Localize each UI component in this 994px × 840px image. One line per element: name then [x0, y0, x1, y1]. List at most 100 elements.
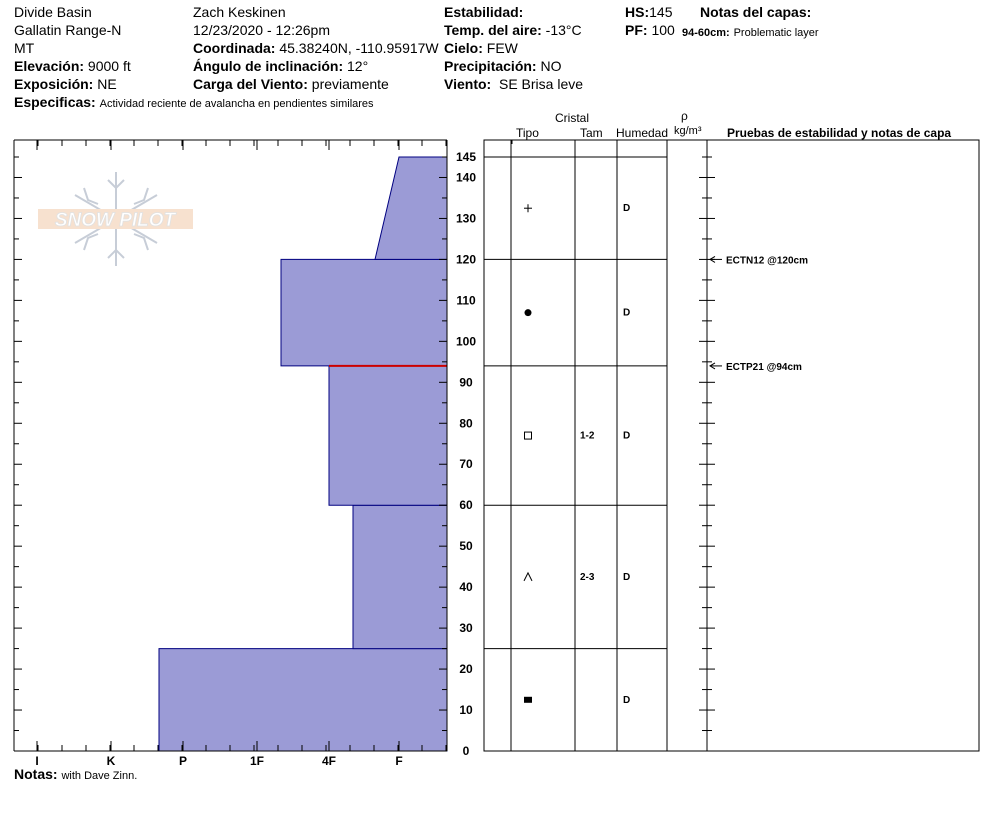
stability-test-0: ECTN12 @120cm [726, 255, 808, 266]
depth-tick-label-130: 130 [456, 211, 476, 225]
depth-tick-label-100: 100 [456, 334, 476, 348]
wind-value: SE Brisa leve [498, 76, 584, 92]
aspect-label: Exposición: [14, 76, 94, 92]
col-humedad: Humedad [616, 126, 669, 140]
col-density-unit: kg/m³ [674, 125, 702, 137]
coordinates: Coordinada: 45.38240N, -110.95917W [193, 40, 439, 56]
wind-label: Viento: [444, 76, 492, 92]
stability-tests: ECTN12 @120cm ECTP21 @94cm [709, 255, 808, 373]
layer-note-range: 94-60cm: [682, 27, 730, 39]
specifics: Especificas: Actividad reciente de avala… [14, 94, 374, 112]
layer-notes-label: Notas del capas: [700, 4, 812, 20]
snowpilot-logo: SNOW PILOT [38, 172, 193, 266]
specifics-value: Actividad reciente de avalancha en pendi… [99, 98, 374, 110]
hardness-layer-0 [158, 648, 448, 752]
sky-label: Cielo: [444, 40, 483, 56]
hardness-plot [158, 156, 448, 752]
hs: HS:145 [625, 4, 672, 20]
air-temp-value: -13°C [545, 22, 582, 38]
depth-tick-label-40: 40 [459, 580, 473, 594]
axes: I K P 1F 4F F 0 10 20 30 40 50 60 70 80 90 100 110 120 130 1… [13, 139, 715, 768]
slope-label: Ángulo de inclinación: [193, 58, 344, 74]
depth-hoar-icon [523, 571, 533, 582]
observer: Zach Keskinen [193, 4, 286, 20]
slope-value: 12° [347, 58, 369, 74]
depth-tick-label-60: 60 [459, 498, 473, 512]
col-tam: Tam [580, 126, 603, 140]
depth-tick-label-90: 90 [459, 375, 473, 389]
wetness-4: D [623, 203, 630, 214]
aspect-value: NE [97, 76, 117, 92]
layer-table: D 2-3 D 1-2 D D D [483, 139, 980, 752]
state: MT [14, 40, 35, 56]
elevation: Elevación: 9000 ft [14, 58, 131, 74]
grain-size-1: 2-3 [580, 572, 595, 583]
precip-value: NO [540, 58, 562, 74]
location: Divide Basin [14, 4, 92, 20]
rounds-icon [524, 696, 532, 703]
layer-note: 94-60cm: Problematic layer [682, 23, 819, 41]
hardness-layer-1 [352, 504, 448, 650]
depth-tick-label-80: 80 [459, 416, 473, 430]
hs-value: 145 [649, 4, 673, 20]
notes-value: with Dave Zinn. [61, 770, 138, 782]
pf: PF: 100 [625, 22, 675, 38]
hardness-tick-label-I: I [35, 754, 38, 768]
depth-tick-label-110: 110 [456, 293, 476, 307]
aspect: Exposición: NE [14, 76, 117, 92]
col-cristal: Cristal [555, 111, 590, 125]
depth-tick-label-120: 120 [456, 252, 476, 266]
depth-tick-label-0: 0 [463, 744, 470, 758]
layer-note-text: Problematic layer [733, 27, 819, 39]
notes: Notas: with Dave Zinn. [14, 766, 137, 784]
col-tipo: Tipo [516, 126, 539, 140]
graupel-icon [524, 309, 532, 317]
table-frame [483, 139, 980, 752]
hardness-layer-2 [328, 365, 448, 506]
depth-tick-label-20: 20 [459, 662, 473, 676]
hardness-tick-label-1F: 1F [250, 754, 264, 768]
sky-value: FEW [486, 40, 518, 56]
notes-label: Notas: [14, 766, 58, 782]
wetness-2: D [623, 431, 630, 442]
wetness-3: D [623, 308, 630, 319]
depth-tick-label-145: 145 [456, 150, 476, 164]
grain-size-2: 1-2 [580, 431, 595, 442]
depth-tick-label-70: 70 [459, 457, 473, 471]
hardness-tick-label-4F: 4F [322, 754, 336, 768]
sky: Cielo: FEW [444, 40, 518, 56]
col-tests: Pruebas de estabilidad y notas de capa [727, 126, 952, 140]
coord-value: 45.38240N, -110.95917W [279, 40, 439, 56]
hardness-tick-label-K: K [107, 754, 116, 768]
depth-tick-label-10: 10 [459, 703, 473, 717]
air-temp: Temp. del aire: -13°C [444, 22, 582, 38]
elevation-value: 9000 ft [87, 58, 131, 74]
wind-load-label: Carga del Viento: [193, 76, 308, 92]
wetness-0: D [623, 695, 630, 706]
depth-tick-label-30: 30 [459, 621, 473, 635]
hardness-layer-4 [374, 156, 448, 260]
stability-test-1: ECTP21 @94cm [726, 362, 802, 373]
stability-label: Estabilidad: [444, 4, 524, 20]
hs-label: HS: [625, 4, 650, 20]
hardness-tick-label-F: F [395, 754, 402, 768]
elevation-label: Elevación: [14, 58, 85, 74]
hardness-layer-3 [280, 258, 448, 367]
slope-angle: Ángulo de inclinación: 12° [193, 58, 368, 74]
specifics-label: Especificas: [14, 94, 96, 110]
datetime: 12/23/2020 - 12:26pm [193, 22, 330, 38]
wind-loading: Carga del Viento: previamente [193, 76, 389, 92]
wind: Viento: SE Brisa leve [444, 76, 583, 92]
pf-label: PF: [625, 22, 648, 38]
faceted-icon [524, 431, 532, 440]
wetness-1: D [623, 572, 630, 583]
hardness-tick-label-P: P [179, 754, 187, 768]
test-arrow-head-1 [709, 362, 716, 370]
pf-value: 100 [651, 22, 675, 38]
depth-tick-label-140: 140 [456, 170, 476, 184]
depth-tick-label-50: 50 [459, 539, 473, 553]
air-temp-label: Temp. del aire: [444, 22, 542, 38]
test-arrow-head-0 [709, 255, 716, 263]
precip-label: Precipitación: [444, 58, 537, 74]
